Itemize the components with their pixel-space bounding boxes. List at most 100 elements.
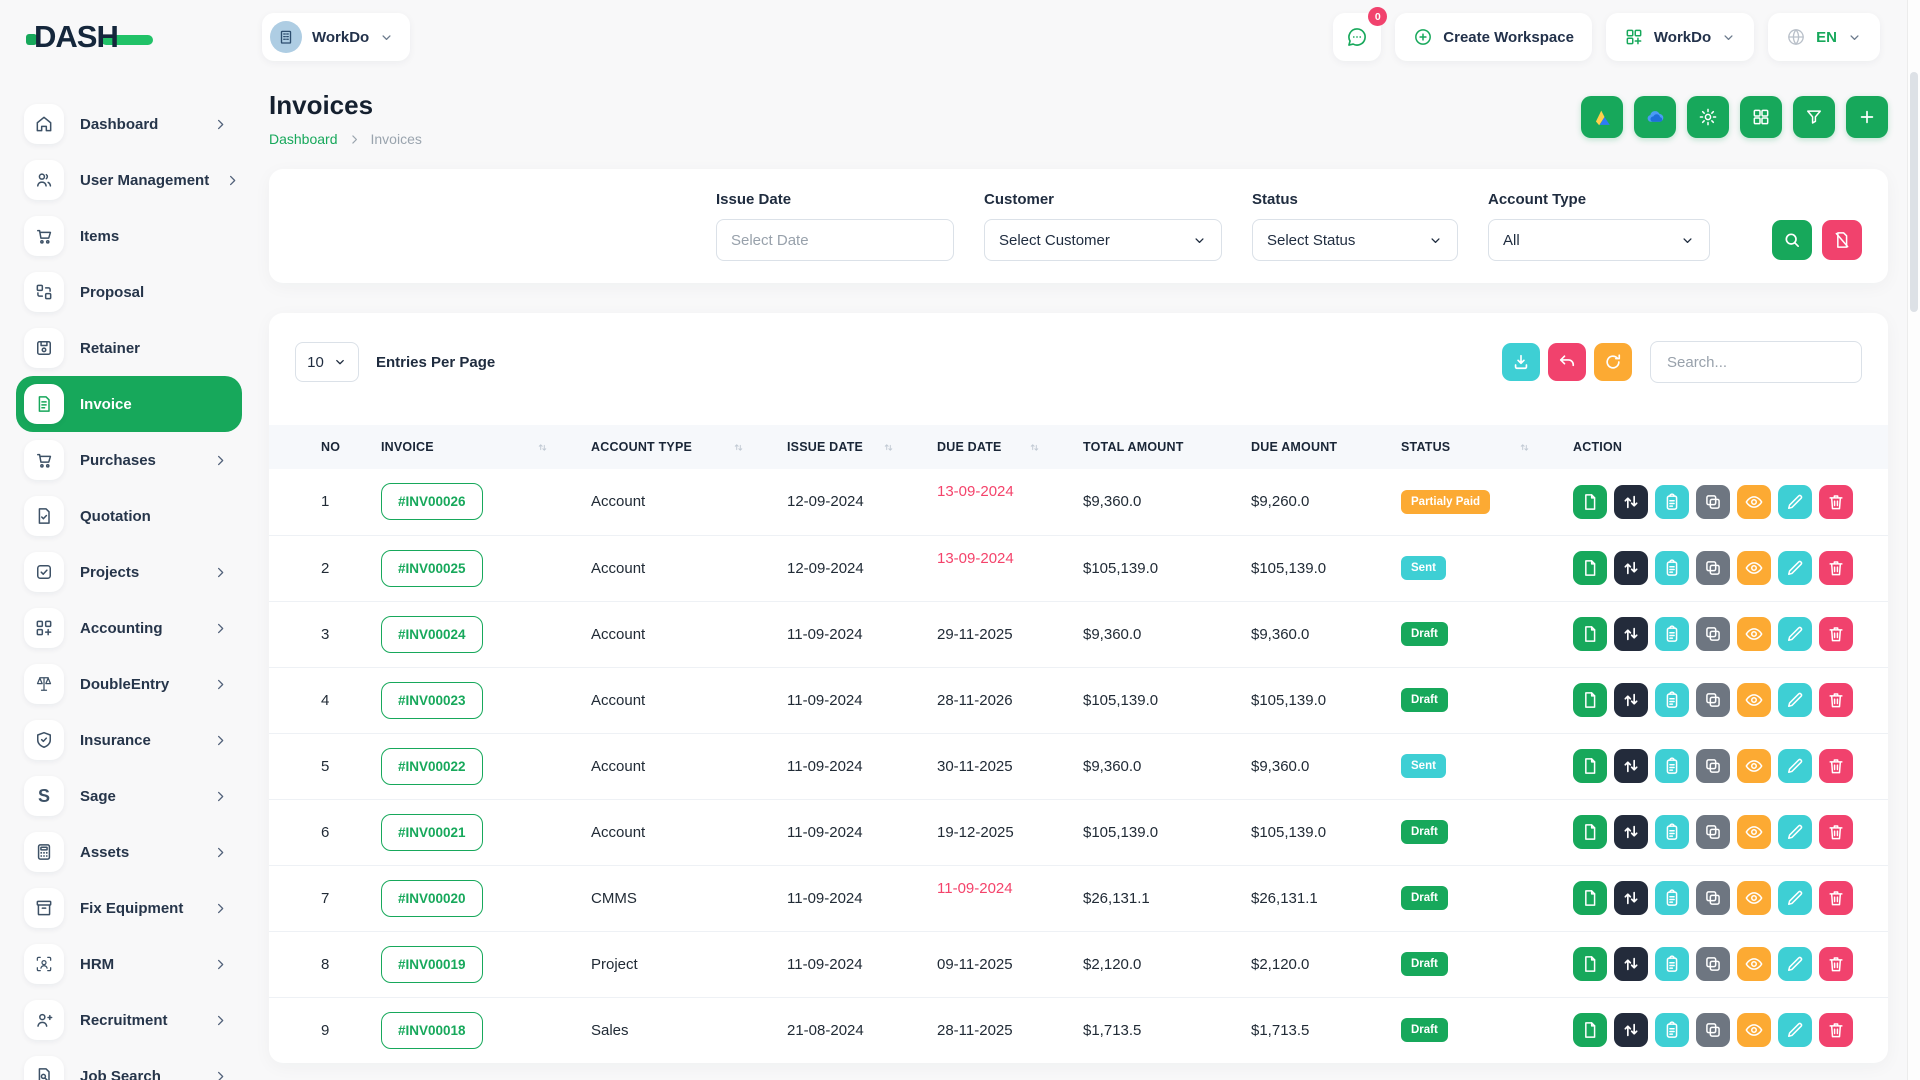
sidebar-item-accounting[interactable]: Accounting bbox=[16, 600, 242, 656]
sort-icon[interactable] bbox=[536, 441, 549, 454]
sidebar-item-doubleentry[interactable]: DoubleEntry bbox=[16, 656, 242, 712]
view-button[interactable] bbox=[1737, 551, 1771, 585]
messages-button[interactable]: 0 bbox=[1333, 7, 1388, 61]
notes-button[interactable] bbox=[1655, 683, 1689, 717]
payment-reminder-button[interactable] bbox=[1573, 881, 1607, 915]
convert-button[interactable] bbox=[1614, 881, 1648, 915]
column-header-invoice[interactable]: INVOICE bbox=[357, 425, 567, 469]
account-type-select[interactable]: All bbox=[1488, 219, 1710, 261]
column-header-status[interactable]: STATUS bbox=[1377, 425, 1549, 469]
sidebar-item-proposal[interactable]: Proposal bbox=[16, 264, 242, 320]
edit-button[interactable] bbox=[1778, 617, 1812, 651]
sidebar-item-insurance[interactable]: Insurance bbox=[16, 712, 242, 768]
view-button[interactable] bbox=[1737, 749, 1771, 783]
sort-icon[interactable] bbox=[882, 441, 895, 454]
payment-reminder-button[interactable] bbox=[1573, 683, 1607, 717]
sidebar-item-items[interactable]: Items bbox=[16, 208, 242, 264]
sidebar-item-job-search[interactable]: Job Search bbox=[16, 1048, 242, 1080]
clear-filter-button[interactable] bbox=[1822, 220, 1862, 260]
sort-icon[interactable] bbox=[1518, 441, 1531, 454]
duplicate-button[interactable] bbox=[1696, 484, 1730, 519]
edit-button[interactable] bbox=[1778, 484, 1812, 519]
onedrive-button[interactable] bbox=[1634, 96, 1676, 138]
sort-icon[interactable] bbox=[1028, 441, 1041, 454]
view-button[interactable] bbox=[1737, 1013, 1771, 1048]
sidebar-item-retainer[interactable]: Retainer bbox=[16, 320, 242, 376]
create-invoice-button[interactable] bbox=[1846, 96, 1888, 138]
duplicate-button[interactable] bbox=[1696, 749, 1730, 783]
issue-date-input[interactable] bbox=[716, 219, 954, 261]
delete-button[interactable] bbox=[1819, 484, 1853, 519]
invoice-number-link[interactable]: #INV00023 bbox=[381, 681, 483, 719]
view-button[interactable] bbox=[1737, 683, 1771, 717]
duplicate-button[interactable] bbox=[1696, 881, 1730, 915]
duplicate-button[interactable] bbox=[1696, 683, 1730, 717]
sort-icon[interactable] bbox=[732, 441, 745, 454]
sidebar-item-fix-equipment[interactable]: Fix Equipment bbox=[16, 880, 242, 936]
notes-button[interactable] bbox=[1655, 881, 1689, 915]
view-button[interactable] bbox=[1737, 881, 1771, 915]
duplicate-button[interactable] bbox=[1696, 617, 1730, 651]
entries-per-page-select[interactable]: 10 bbox=[295, 342, 359, 382]
sidebar-item-assets[interactable]: Assets bbox=[16, 824, 242, 880]
templates-button[interactable] bbox=[1740, 96, 1782, 138]
invoice-number-link[interactable]: #INV00021 bbox=[381, 813, 483, 851]
notes-button[interactable] bbox=[1655, 484, 1689, 519]
edit-button[interactable] bbox=[1778, 947, 1812, 981]
language-selector[interactable]: EN bbox=[1768, 13, 1880, 61]
create-workspace-button[interactable]: Create Workspace bbox=[1395, 13, 1592, 61]
delete-button[interactable] bbox=[1819, 815, 1853, 849]
invoice-number-link[interactable]: #INV00026 bbox=[381, 483, 483, 521]
google-drive-button[interactable] bbox=[1581, 96, 1623, 138]
notes-button[interactable] bbox=[1655, 1013, 1689, 1048]
convert-button[interactable] bbox=[1614, 617, 1648, 651]
notes-button[interactable] bbox=[1655, 617, 1689, 651]
view-button[interactable] bbox=[1737, 947, 1771, 981]
notes-button[interactable] bbox=[1655, 749, 1689, 783]
convert-button[interactable] bbox=[1614, 947, 1648, 981]
sidebar-item-dashboard[interactable]: Dashboard bbox=[16, 96, 242, 152]
invoice-number-link[interactable]: #INV00024 bbox=[381, 615, 483, 653]
filter-toggle-button[interactable] bbox=[1793, 96, 1835, 138]
sidebar-item-purchases[interactable]: Purchases bbox=[16, 432, 242, 488]
payment-reminder-button[interactable] bbox=[1573, 1013, 1607, 1048]
notes-button[interactable] bbox=[1655, 551, 1689, 585]
settings-button[interactable] bbox=[1687, 96, 1729, 138]
convert-button[interactable] bbox=[1614, 484, 1648, 519]
view-button[interactable] bbox=[1737, 815, 1771, 849]
edit-button[interactable] bbox=[1778, 815, 1812, 849]
payment-reminder-button[interactable] bbox=[1573, 749, 1607, 783]
breadcrumb-dashboard-link[interactable]: Dashboard bbox=[269, 131, 338, 147]
delete-button[interactable] bbox=[1819, 683, 1853, 717]
column-header-due-date[interactable]: DUE DATE bbox=[913, 425, 1059, 469]
sidebar-item-recruitment[interactable]: Recruitment bbox=[16, 992, 242, 1048]
payment-reminder-button[interactable] bbox=[1573, 551, 1607, 585]
scrollbar-thumb[interactable] bbox=[1910, 72, 1918, 312]
edit-button[interactable] bbox=[1778, 749, 1812, 783]
convert-button[interactable] bbox=[1614, 1013, 1648, 1048]
delete-button[interactable] bbox=[1819, 1013, 1853, 1048]
column-header-account-type[interactable]: ACCOUNT TYPE bbox=[567, 425, 763, 469]
convert-button[interactable] bbox=[1614, 749, 1648, 783]
duplicate-button[interactable] bbox=[1696, 551, 1730, 585]
payment-reminder-button[interactable] bbox=[1573, 815, 1607, 849]
invoice-number-link[interactable]: #INV00020 bbox=[381, 879, 483, 917]
invoice-number-link[interactable]: #INV00019 bbox=[381, 945, 483, 983]
payment-reminder-button[interactable] bbox=[1573, 947, 1607, 981]
delete-button[interactable] bbox=[1819, 749, 1853, 783]
refresh-button[interactable] bbox=[1594, 343, 1632, 381]
search-input[interactable] bbox=[1650, 341, 1862, 383]
delete-button[interactable] bbox=[1819, 551, 1853, 585]
delete-button[interactable] bbox=[1819, 881, 1853, 915]
payment-reminder-button[interactable] bbox=[1573, 617, 1607, 651]
sidebar-item-hrm[interactable]: HRM bbox=[16, 936, 242, 992]
edit-button[interactable] bbox=[1778, 1013, 1812, 1048]
invoice-number-link[interactable]: #INV00022 bbox=[381, 747, 483, 785]
notes-button[interactable] bbox=[1655, 815, 1689, 849]
duplicate-button[interactable] bbox=[1696, 947, 1730, 981]
invoice-number-link[interactable]: #INV00025 bbox=[381, 549, 483, 587]
sidebar-item-sage[interactable]: S Sage bbox=[16, 768, 242, 824]
notes-button[interactable] bbox=[1655, 947, 1689, 981]
delete-button[interactable] bbox=[1819, 947, 1853, 981]
edit-button[interactable] bbox=[1778, 551, 1812, 585]
